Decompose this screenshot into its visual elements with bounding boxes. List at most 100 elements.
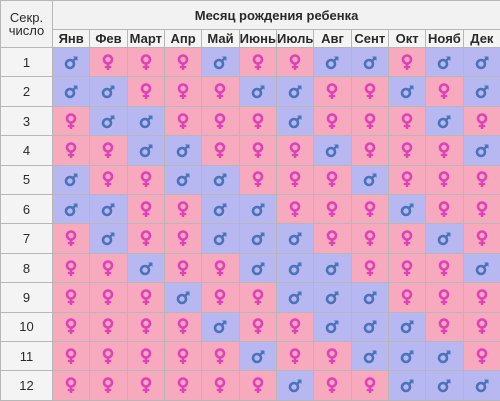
male-symbol-icon xyxy=(139,113,153,130)
table-row: 9 xyxy=(0,282,500,313)
boy-cell xyxy=(387,311,427,343)
female-symbol-icon xyxy=(325,171,339,188)
girl-cell xyxy=(238,164,277,196)
male-symbol-icon xyxy=(475,377,489,394)
male-symbol-icon xyxy=(325,142,339,159)
girl-cell xyxy=(275,46,315,78)
girl-cell xyxy=(425,135,464,166)
female-symbol-icon xyxy=(213,289,227,306)
girl-cell xyxy=(425,76,464,107)
boy-cell xyxy=(51,46,91,78)
boy-cell xyxy=(387,194,427,225)
female-symbol-icon xyxy=(64,112,78,130)
female-symbol-icon xyxy=(176,230,190,247)
female-symbol-icon xyxy=(475,171,489,188)
girl-cell xyxy=(425,252,464,284)
male-symbol-icon xyxy=(101,83,115,100)
girl-cell xyxy=(126,194,165,225)
girl-cell xyxy=(201,252,240,284)
female-symbol-icon xyxy=(176,53,190,71)
female-symbol-icon xyxy=(475,200,489,218)
girl-cell xyxy=(425,194,464,225)
boy-cell xyxy=(163,282,203,313)
female-symbol-icon xyxy=(139,289,153,306)
boy-cell xyxy=(425,223,464,254)
girl-cell xyxy=(163,370,203,401)
girl-cell xyxy=(126,282,165,313)
female-symbol-icon xyxy=(400,53,414,71)
female-symbol-icon xyxy=(363,142,377,159)
male-symbol-icon xyxy=(475,260,489,277)
girl-cell xyxy=(201,282,240,313)
boy-cell xyxy=(387,370,427,401)
female-symbol-icon xyxy=(251,142,265,159)
boy-cell xyxy=(313,252,352,284)
male-symbol-icon xyxy=(325,318,339,335)
female-symbol-icon xyxy=(176,259,190,277)
girl-cell xyxy=(238,135,277,166)
girl-cell xyxy=(462,105,500,137)
female-symbol-icon xyxy=(363,377,377,394)
girl-cell xyxy=(126,164,165,196)
month-header: Окт xyxy=(387,29,427,48)
girl-cell xyxy=(89,135,128,166)
row-label: 11 xyxy=(0,341,53,372)
male-symbol-icon xyxy=(251,230,265,247)
female-symbol-icon xyxy=(400,142,414,159)
male-symbol-icon xyxy=(213,201,227,218)
female-symbol-icon xyxy=(325,347,339,365)
girl-cell xyxy=(313,105,352,137)
male-symbol-icon xyxy=(325,260,339,277)
female-symbol-icon xyxy=(325,230,339,247)
girl-cell xyxy=(163,341,203,372)
male-symbol-icon xyxy=(288,289,302,306)
girl-cell xyxy=(313,76,352,107)
month-header: Июль xyxy=(275,29,315,48)
girl-cell xyxy=(350,105,389,137)
girl-cell xyxy=(89,311,128,343)
boy-cell xyxy=(350,46,389,78)
male-symbol-icon xyxy=(288,83,302,100)
female-symbol-icon xyxy=(213,142,227,159)
female-symbol-icon xyxy=(251,377,265,394)
girl-cell xyxy=(313,194,352,225)
female-symbol-icon xyxy=(288,142,302,159)
table-row: 3 xyxy=(0,105,500,137)
girl-cell xyxy=(126,223,165,254)
female-symbol-icon xyxy=(325,200,339,218)
girl-cell xyxy=(350,76,389,107)
boy-cell xyxy=(425,46,464,78)
male-symbol-icon xyxy=(101,113,115,130)
boy-cell xyxy=(51,194,91,225)
girl-cell xyxy=(387,135,427,166)
male-symbol-icon xyxy=(64,83,78,100)
female-symbol-icon xyxy=(64,230,78,247)
male-symbol-icon xyxy=(139,142,153,159)
female-symbol-icon xyxy=(363,259,377,277)
girl-cell xyxy=(201,135,240,166)
girl-cell xyxy=(163,311,203,343)
boy-cell xyxy=(201,194,240,225)
month-header: Сент xyxy=(350,29,389,48)
male-symbol-icon xyxy=(363,289,377,306)
girl-cell xyxy=(462,311,500,343)
corner-label-line1: Секр. xyxy=(9,10,44,25)
girl-cell xyxy=(238,46,277,78)
female-symbol-icon xyxy=(363,230,377,247)
male-symbol-icon xyxy=(64,54,78,71)
girl-cell xyxy=(275,135,315,166)
female-symbol-icon xyxy=(101,259,115,277)
girl-cell xyxy=(51,341,91,372)
girl-cell xyxy=(462,341,500,372)
row-label: 4 xyxy=(0,135,53,166)
male-symbol-icon xyxy=(400,377,414,394)
girl-cell xyxy=(387,252,427,284)
girl-cell xyxy=(89,282,128,313)
boy-cell xyxy=(275,223,315,254)
female-symbol-icon xyxy=(64,289,78,306)
female-symbol-icon xyxy=(400,259,414,277)
boy-cell xyxy=(462,135,500,166)
boy-cell xyxy=(51,76,91,107)
boy-cell xyxy=(126,105,165,137)
girl-cell xyxy=(313,223,352,254)
